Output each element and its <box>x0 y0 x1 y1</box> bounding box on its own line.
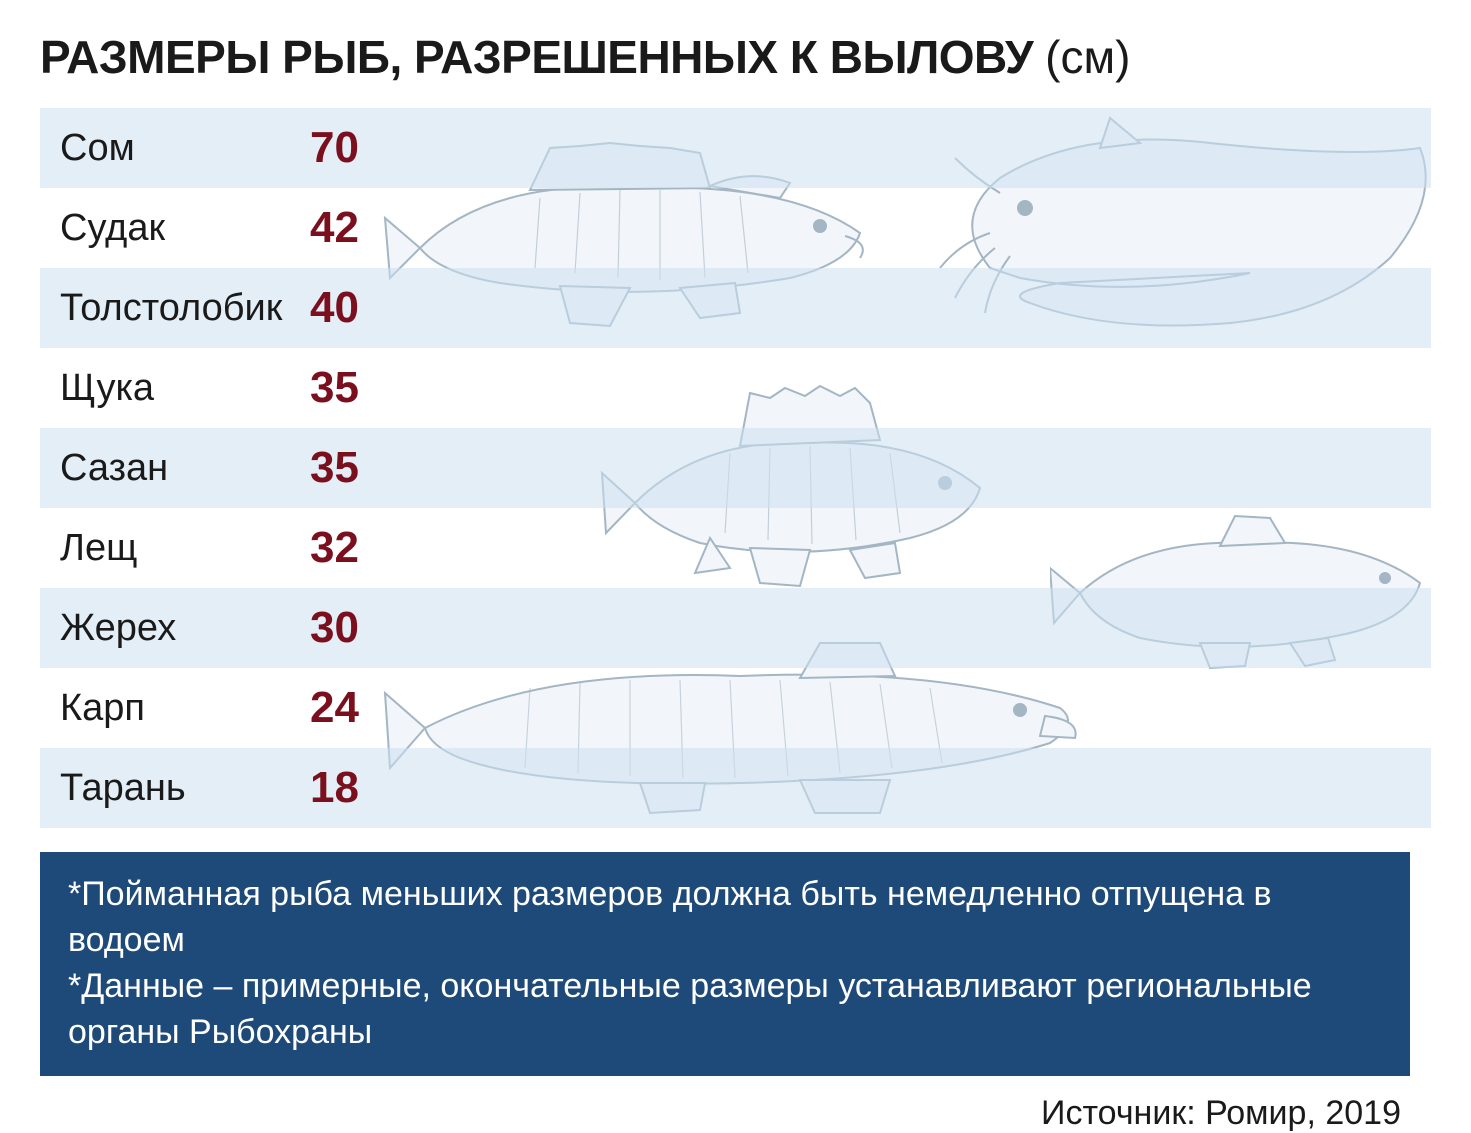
fish-value: 35 <box>310 363 390 413</box>
fish-name: Сазан <box>60 447 310 490</box>
fish-size-table: Сом 70 Судак 42 Толстолобик 40 Щука 35 С… <box>40 108 1431 828</box>
fish-name: Сом <box>60 127 310 170</box>
table-row: Сом 70 <box>40 108 1431 188</box>
note-box: *Пойманная рыба меньших размеров должна … <box>40 852 1410 1076</box>
fish-value: 42 <box>310 203 390 253</box>
fish-name: Карп <box>60 687 310 730</box>
fish-name: Лещ <box>60 527 310 570</box>
fish-value: 24 <box>310 683 390 733</box>
title-main: РАЗМЕРЫ РЫБ, РАЗРЕШЕННЫХ К ВЫЛОВУ <box>40 30 1033 84</box>
table-row: Жерех 30 <box>40 588 1431 668</box>
title-unit: (см) <box>1045 30 1130 84</box>
fish-name: Тарань <box>60 767 310 810</box>
fish-name: Толстолобик <box>60 287 310 330</box>
source-text: Источник: Ромир, 2019 <box>40 1094 1431 1133</box>
fish-value: 35 <box>310 443 390 493</box>
table-row: Щука 35 <box>40 348 1431 428</box>
table-row: Тарань 18 <box>40 748 1431 828</box>
fish-value: 70 <box>310 123 390 173</box>
title: РАЗМЕРЫ РЫБ, РАЗРЕШЕННЫХ К ВЫЛОВУ (см) <box>40 30 1431 84</box>
fish-value: 32 <box>310 523 390 573</box>
table-row: Лещ 32 <box>40 508 1431 588</box>
table-row: Судак 42 <box>40 188 1431 268</box>
note-line-2: *Данные – примерные, окончательные разме… <box>68 964 1382 1056</box>
fish-value: 30 <box>310 603 390 653</box>
fish-value: 18 <box>310 763 390 813</box>
note-line-1: *Пойманная рыба меньших размеров должна … <box>68 872 1382 964</box>
fish-value: 40 <box>310 283 390 333</box>
table-row: Толстолобик 40 <box>40 268 1431 348</box>
fish-name: Жерех <box>60 607 310 650</box>
table-area: Сом 70 Судак 42 Толстолобик 40 Щука 35 С… <box>40 108 1431 828</box>
fish-name: Щука <box>60 367 310 410</box>
table-row: Сазан 35 <box>40 428 1431 508</box>
fish-name: Судак <box>60 207 310 250</box>
table-row: Карп 24 <box>40 668 1431 748</box>
